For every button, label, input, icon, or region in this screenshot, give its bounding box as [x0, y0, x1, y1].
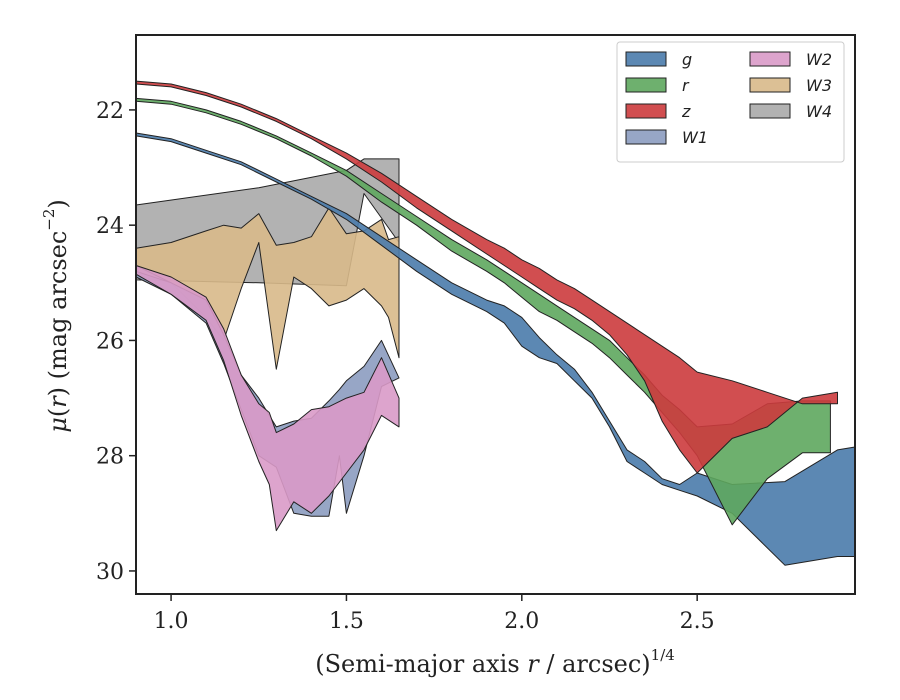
plot-frame — [135, 34, 856, 595]
x-axis-label: (Semi-major axis r / arcsec)1/4 — [315, 646, 675, 678]
x-tick-label: 1.5 — [329, 609, 364, 634]
legend-swatch-W2 — [749, 51, 791, 67]
band-W2 — [135, 265, 400, 532]
legend-label-r: r — [682, 76, 690, 95]
legend-box — [616, 41, 845, 163]
legend-swatch-W1 — [625, 129, 667, 145]
y-tick-label: 24 — [96, 214, 124, 239]
legend-label-W1: W1 — [682, 128, 708, 147]
y-axis-label-paren: ( — [44, 408, 72, 417]
band-r — [135, 97, 831, 526]
y-axis-label-var: r — [44, 395, 72, 408]
x-axis-label-rest: / arcsec) — [539, 650, 651, 678]
x-axis: 1.0 1.5 2.0 2.5 — [154, 594, 715, 634]
x-axis-label-sup: 1/4 — [651, 646, 675, 664]
y-axis-label: μ(r) (mag arcsec−2) — [40, 199, 72, 433]
legend-swatch-W3 — [749, 77, 791, 93]
legend-swatch-r — [625, 77, 667, 93]
x-tick-label: 2.5 — [680, 609, 715, 634]
legend-label-W3: W3 — [806, 76, 832, 95]
y-tick-label: 30 — [96, 560, 124, 585]
y-tick-label: 26 — [96, 329, 124, 354]
y-axis: 22 24 26 28 30 — [96, 99, 136, 585]
x-axis-label-var: r — [527, 650, 540, 678]
band-z — [135, 80, 838, 474]
y-tick-label: 28 — [96, 445, 124, 470]
y-axis-label-sup: −2 — [40, 209, 58, 231]
y-axis-label-mu: μ — [44, 417, 72, 433]
legend-label-g: g — [682, 50, 692, 69]
legend-label-W2: W2 — [806, 50, 832, 69]
legend-swatch-W4 — [749, 103, 791, 119]
bands-layer — [135, 80, 856, 566]
legend-label-W4: W4 — [806, 102, 832, 121]
x-axis-label-prefix: (Semi-major axis — [315, 650, 527, 678]
legend-label-z: z — [681, 102, 691, 121]
legend: grz W1 W2 W3 W4 — [616, 41, 845, 163]
band-W3 — [135, 207, 400, 370]
x-tick-label: 2.0 — [504, 609, 539, 634]
y-axis-label-close: ) — [44, 199, 72, 208]
y-tick-label: 22 — [96, 99, 124, 124]
x-tick-label: 1.0 — [154, 609, 189, 634]
y-axis-label-rest: ) (mag arcsec — [44, 231, 72, 397]
legend-swatch-z — [625, 103, 667, 119]
legend-swatch-g — [625, 51, 667, 67]
